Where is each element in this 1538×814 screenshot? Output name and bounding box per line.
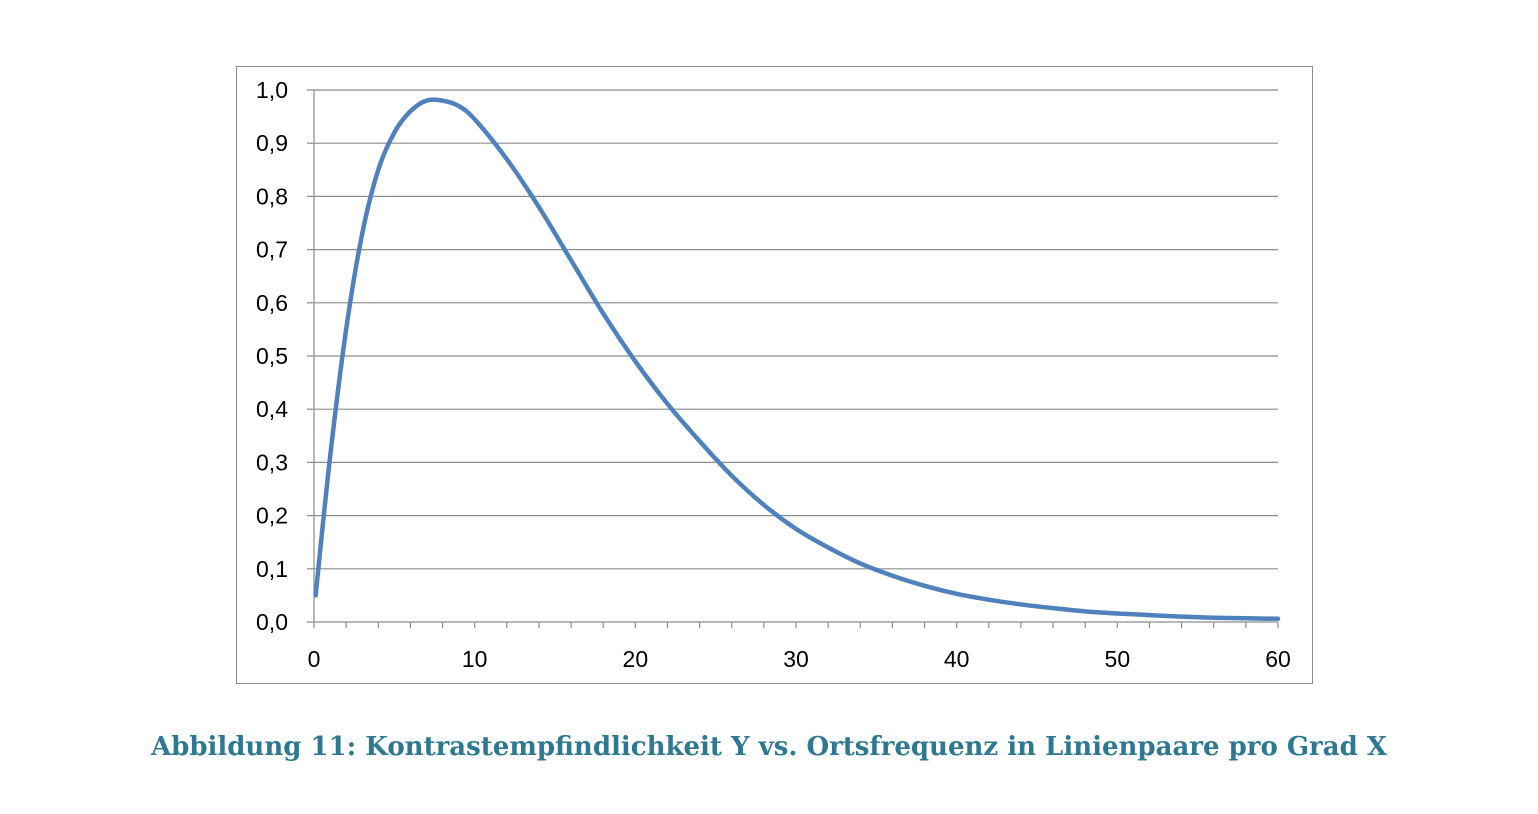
figure-caption: Abbildung 11: Kontrastempfindlichkeit Y … [150,732,1388,762]
x-tick-label: 0 [308,646,321,672]
x-tick-label: 50 [1105,646,1131,672]
y-tick-label: 0,2 [256,503,288,529]
series [313,97,1281,622]
y-tick-label: 0,8 [256,183,288,209]
axes [307,89,1279,628]
y-tick-label: 0,6 [256,290,288,316]
x-tick-label: 10 [462,646,488,672]
series-line [313,97,1281,622]
chart-frame [236,66,1313,684]
x-tick-label: 20 [623,646,649,672]
x-tick-label: 60 [1265,646,1291,672]
gridlines [314,89,1278,570]
y-tick-label: 0,5 [256,343,288,369]
y-tick-label: 0,1 [256,556,288,582]
y-tick-label: 0,4 [256,396,288,422]
y-tick-label: 1,0 [256,77,288,103]
y-tick-label: 0,3 [256,449,288,475]
y-tick-label: 0,0 [256,609,288,635]
tick-labels: 0,0 0,1 0,2 0,3 0,4 0,5 0,6 0,7 0,8 0,9 1,0 0 10 20 30… [256,77,1291,672]
x-tick-label: 40 [944,646,970,672]
y-tick-label: 0,9 [256,130,288,156]
y-tick-label: 0,7 [256,237,288,263]
x-tick-label: 30 [783,646,809,672]
